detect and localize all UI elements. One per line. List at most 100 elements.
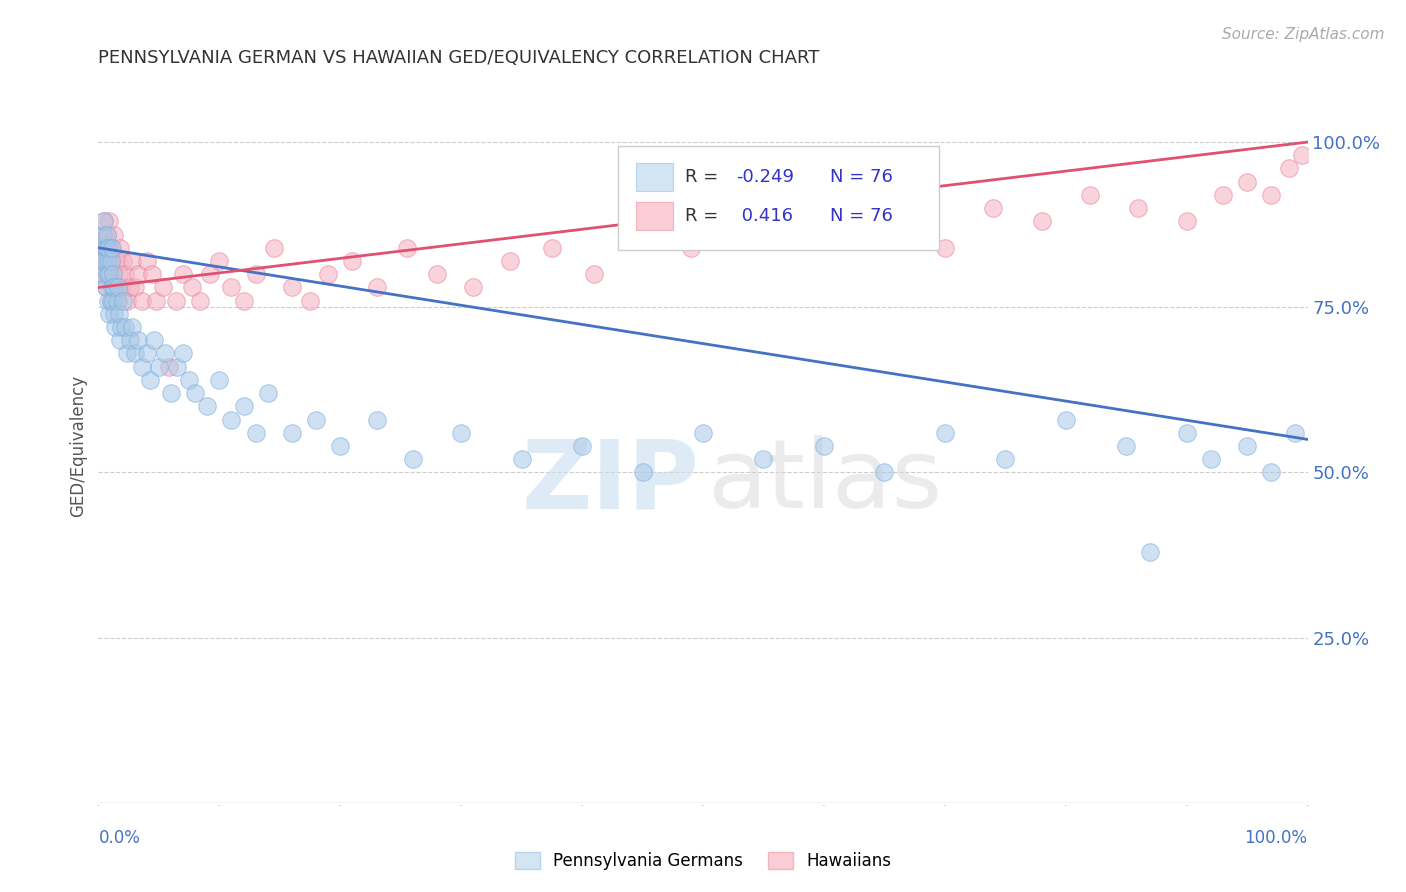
Point (103, 227, 125, 242)
Point (463, 280, 485, 294)
Point (145, 293, 167, 308)
Point (100, 254, 122, 268)
Point (94, 241, 117, 255)
Point (299, 293, 322, 308)
Point (93, 254, 115, 268)
Point (305, 412, 328, 426)
Point (114, 267, 136, 281)
Point (1284, 425, 1306, 440)
Text: 0.0%: 0.0% (98, 829, 141, 847)
Point (195, 400, 218, 414)
Point (172, 346, 194, 360)
Point (180, 280, 202, 294)
Text: 0.416: 0.416 (735, 207, 793, 225)
Point (117, 293, 139, 308)
Point (165, 293, 187, 308)
Point (692, 425, 714, 440)
Point (1260, 466, 1282, 480)
Point (96, 254, 118, 268)
Point (110, 280, 132, 294)
Legend: Pennsylvania Germans, Hawaiians: Pennsylvania Germans, Hawaiians (508, 845, 898, 877)
Point (184, 386, 207, 401)
Point (117, 346, 139, 360)
Point (934, 241, 956, 255)
Text: N = 76: N = 76 (830, 168, 893, 186)
Point (934, 425, 956, 440)
Point (94, 280, 117, 294)
Point (93, 214, 115, 228)
Point (981, 201, 1004, 215)
Point (100, 293, 122, 308)
Point (105, 254, 128, 268)
Point (108, 307, 131, 321)
Point (100, 293, 122, 308)
Point (281, 280, 304, 294)
Y-axis label: GED/Equivalency: GED/Equivalency (69, 375, 87, 517)
Point (118, 280, 141, 294)
Point (98, 267, 121, 281)
Point (1291, 148, 1313, 162)
Point (94, 241, 117, 255)
Point (97, 241, 120, 255)
Point (100, 241, 122, 255)
Point (121, 254, 143, 268)
Point (98, 267, 121, 281)
Point (124, 346, 146, 360)
Point (131, 293, 153, 308)
Point (256, 386, 278, 401)
Point (135, 346, 157, 360)
Point (157, 359, 180, 374)
Point (93, 254, 115, 268)
Point (101, 293, 124, 308)
Point (139, 373, 162, 387)
Point (426, 267, 449, 281)
Point (101, 267, 124, 281)
Point (245, 425, 267, 440)
Point (107, 293, 129, 308)
Point (728, 214, 751, 228)
Point (281, 425, 304, 440)
Point (111, 293, 134, 308)
Point (498, 254, 520, 268)
Point (631, 227, 654, 242)
Point (91, 267, 114, 281)
FancyBboxPatch shape (637, 162, 673, 191)
Point (153, 346, 176, 360)
Point (583, 267, 606, 281)
Point (91, 227, 114, 242)
Point (329, 439, 352, 453)
Point (118, 333, 141, 347)
Point (96, 267, 118, 281)
Point (873, 214, 896, 228)
Point (94, 280, 117, 294)
Point (221, 412, 243, 426)
Point (91, 254, 114, 268)
Point (245, 267, 267, 281)
Point (208, 254, 231, 268)
Point (1078, 188, 1101, 202)
Point (1212, 188, 1234, 202)
Point (131, 359, 153, 374)
Text: R =: R = (685, 207, 724, 225)
Point (1236, 439, 1258, 453)
Point (105, 293, 128, 308)
Point (97, 267, 120, 281)
Point (124, 280, 146, 294)
Point (752, 452, 775, 467)
Point (813, 439, 835, 453)
Point (127, 333, 149, 347)
Point (143, 333, 166, 347)
Point (1199, 452, 1222, 467)
Text: PENNSYLVANIA GERMAN VS HAWAIIAN GED/EQUIVALENCY CORRELATION CHART: PENNSYLVANIA GERMAN VS HAWAIIAN GED/EQUI… (98, 49, 820, 67)
Point (316, 267, 339, 281)
Point (776, 227, 799, 242)
Point (232, 400, 254, 414)
Point (91, 227, 114, 242)
Text: N = 76: N = 76 (830, 207, 893, 225)
Point (101, 267, 124, 281)
Point (135, 254, 157, 268)
Point (127, 267, 149, 281)
Point (98, 307, 121, 321)
Point (366, 412, 388, 426)
Text: R =: R = (685, 168, 724, 186)
